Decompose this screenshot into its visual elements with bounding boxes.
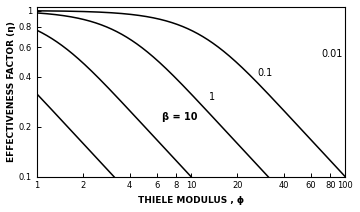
Text: β = 10: β = 10 xyxy=(162,112,198,121)
Text: 0.01: 0.01 xyxy=(321,49,343,59)
Text: 1: 1 xyxy=(208,92,215,102)
X-axis label: THIELE MODULUS , ϕ: THIELE MODULUS , ϕ xyxy=(138,196,244,205)
Y-axis label: EFFECTIVENESS FACTOR (η): EFFECTIVENESS FACTOR (η) xyxy=(7,21,16,162)
Text: 0.1: 0.1 xyxy=(257,68,273,78)
